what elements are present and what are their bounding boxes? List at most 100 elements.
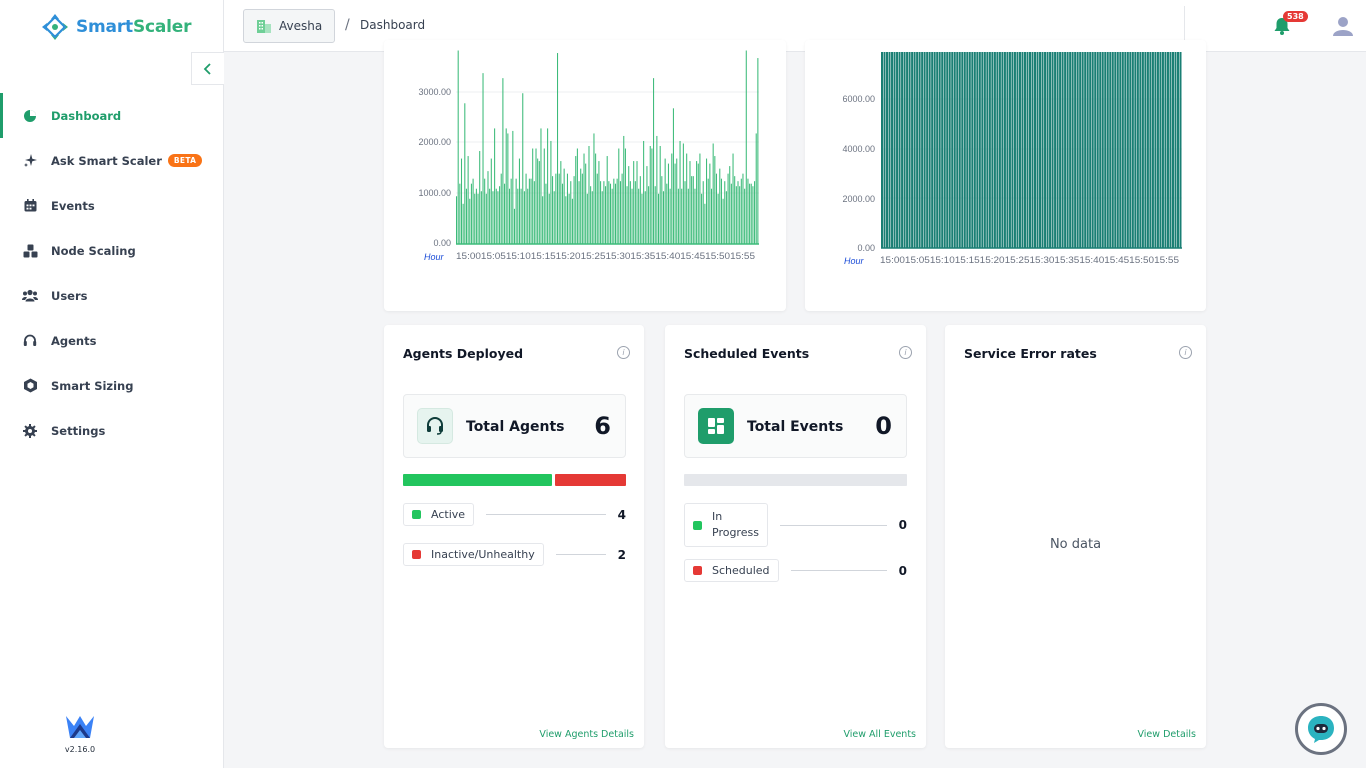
bar[interactable] bbox=[1084, 52, 1087, 248]
bar[interactable] bbox=[986, 52, 989, 248]
bar[interactable] bbox=[571, 198, 573, 244]
bar[interactable] bbox=[745, 50, 747, 244]
bar[interactable] bbox=[686, 153, 688, 244]
bar[interactable] bbox=[961, 52, 964, 248]
bar[interactable] bbox=[656, 135, 658, 244]
sidebar-item-events[interactable]: Events bbox=[0, 183, 223, 228]
bar[interactable] bbox=[1101, 52, 1104, 248]
bar[interactable] bbox=[470, 183, 472, 244]
bar[interactable] bbox=[568, 193, 570, 244]
bar[interactable] bbox=[492, 191, 494, 244]
view-details-link[interactable]: View Details bbox=[1137, 729, 1197, 740]
org-selector-button[interactable]: Avesha bbox=[243, 9, 335, 43]
bar[interactable] bbox=[588, 146, 590, 244]
bar[interactable] bbox=[543, 148, 545, 244]
bar[interactable] bbox=[1109, 52, 1112, 248]
bar[interactable] bbox=[747, 178, 749, 244]
bar[interactable] bbox=[1169, 52, 1172, 248]
bar[interactable] bbox=[906, 52, 909, 248]
bar[interactable] bbox=[948, 52, 951, 248]
bar[interactable] bbox=[750, 183, 752, 244]
bar[interactable] bbox=[1166, 52, 1169, 248]
bar[interactable] bbox=[898, 52, 901, 248]
bar[interactable] bbox=[1124, 52, 1127, 248]
bar[interactable] bbox=[916, 52, 919, 248]
collapse-sidebar-button[interactable] bbox=[191, 52, 224, 85]
bar[interactable] bbox=[1116, 52, 1119, 248]
bar[interactable] bbox=[601, 191, 603, 244]
bar[interactable] bbox=[613, 178, 615, 244]
bar[interactable] bbox=[710, 188, 713, 244]
bar[interactable] bbox=[973, 52, 976, 248]
bar[interactable] bbox=[626, 186, 628, 244]
bar[interactable] bbox=[682, 143, 684, 244]
bar[interactable] bbox=[671, 153, 673, 244]
sidebar-item-dashboard[interactable]: Dashboard bbox=[0, 93, 223, 138]
bar[interactable] bbox=[1054, 52, 1057, 248]
bar[interactable] bbox=[734, 176, 736, 244]
bar[interactable] bbox=[600, 181, 602, 244]
bar[interactable] bbox=[502, 78, 504, 245]
bar[interactable] bbox=[644, 191, 646, 244]
bar[interactable] bbox=[694, 188, 696, 244]
bar[interactable] bbox=[1159, 52, 1162, 248]
bar[interactable] bbox=[943, 52, 946, 248]
bar[interactable] bbox=[928, 52, 931, 248]
bar[interactable] bbox=[730, 183, 732, 244]
bar[interactable] bbox=[535, 148, 537, 244]
bar[interactable] bbox=[702, 181, 704, 244]
bar[interactable] bbox=[923, 52, 926, 248]
sidebar-item-agents[interactable]: Agents bbox=[0, 318, 223, 363]
bar[interactable] bbox=[963, 52, 966, 248]
bar[interactable] bbox=[565, 196, 567, 244]
bar[interactable] bbox=[735, 186, 737, 244]
bar[interactable] bbox=[669, 188, 671, 244]
bar[interactable] bbox=[605, 186, 607, 244]
legend-inactive-chip[interactable]: Inactive/Unhealthy bbox=[403, 543, 544, 566]
bar[interactable] bbox=[719, 168, 721, 244]
bar[interactable] bbox=[457, 50, 459, 244]
bar[interactable] bbox=[681, 188, 683, 244]
bar[interactable] bbox=[611, 188, 613, 244]
bar[interactable] bbox=[993, 52, 996, 248]
bar[interactable] bbox=[742, 173, 744, 244]
bar[interactable] bbox=[722, 198, 724, 244]
bar[interactable] bbox=[1046, 52, 1049, 248]
bar[interactable] bbox=[931, 52, 934, 248]
bar[interactable] bbox=[586, 193, 588, 244]
bar[interactable] bbox=[988, 52, 991, 248]
bar[interactable] bbox=[533, 181, 535, 244]
bar[interactable] bbox=[666, 183, 668, 244]
bar[interactable] bbox=[911, 52, 914, 248]
bar[interactable] bbox=[570, 181, 572, 244]
bar[interactable] bbox=[1141, 52, 1144, 248]
bar[interactable] bbox=[658, 193, 660, 244]
bar[interactable] bbox=[896, 52, 899, 248]
bar[interactable] bbox=[689, 161, 691, 244]
bar[interactable] bbox=[1049, 52, 1052, 248]
bar[interactable] bbox=[553, 191, 555, 244]
bar[interactable] bbox=[603, 181, 605, 244]
bar[interactable] bbox=[971, 52, 974, 248]
bar[interactable] bbox=[1086, 52, 1089, 248]
bar[interactable] bbox=[941, 52, 944, 248]
bar[interactable] bbox=[903, 52, 906, 248]
bar[interactable] bbox=[679, 140, 681, 244]
bar[interactable] bbox=[1156, 52, 1159, 248]
bar[interactable] bbox=[881, 52, 884, 248]
bar[interactable] bbox=[901, 52, 904, 248]
bar[interactable] bbox=[674, 163, 676, 244]
bar[interactable] bbox=[996, 52, 999, 248]
bar[interactable] bbox=[1044, 52, 1047, 248]
bar[interactable] bbox=[460, 158, 463, 244]
bar[interactable] bbox=[614, 183, 617, 244]
bar[interactable] bbox=[1064, 52, 1067, 248]
bar[interactable] bbox=[727, 173, 729, 244]
bar[interactable] bbox=[474, 193, 476, 244]
bar[interactable] bbox=[744, 188, 746, 244]
bar[interactable] bbox=[618, 148, 620, 244]
bar[interactable] bbox=[1036, 52, 1039, 248]
bar[interactable] bbox=[494, 128, 496, 244]
bar[interactable] bbox=[1081, 52, 1084, 248]
bar[interactable] bbox=[725, 191, 727, 244]
